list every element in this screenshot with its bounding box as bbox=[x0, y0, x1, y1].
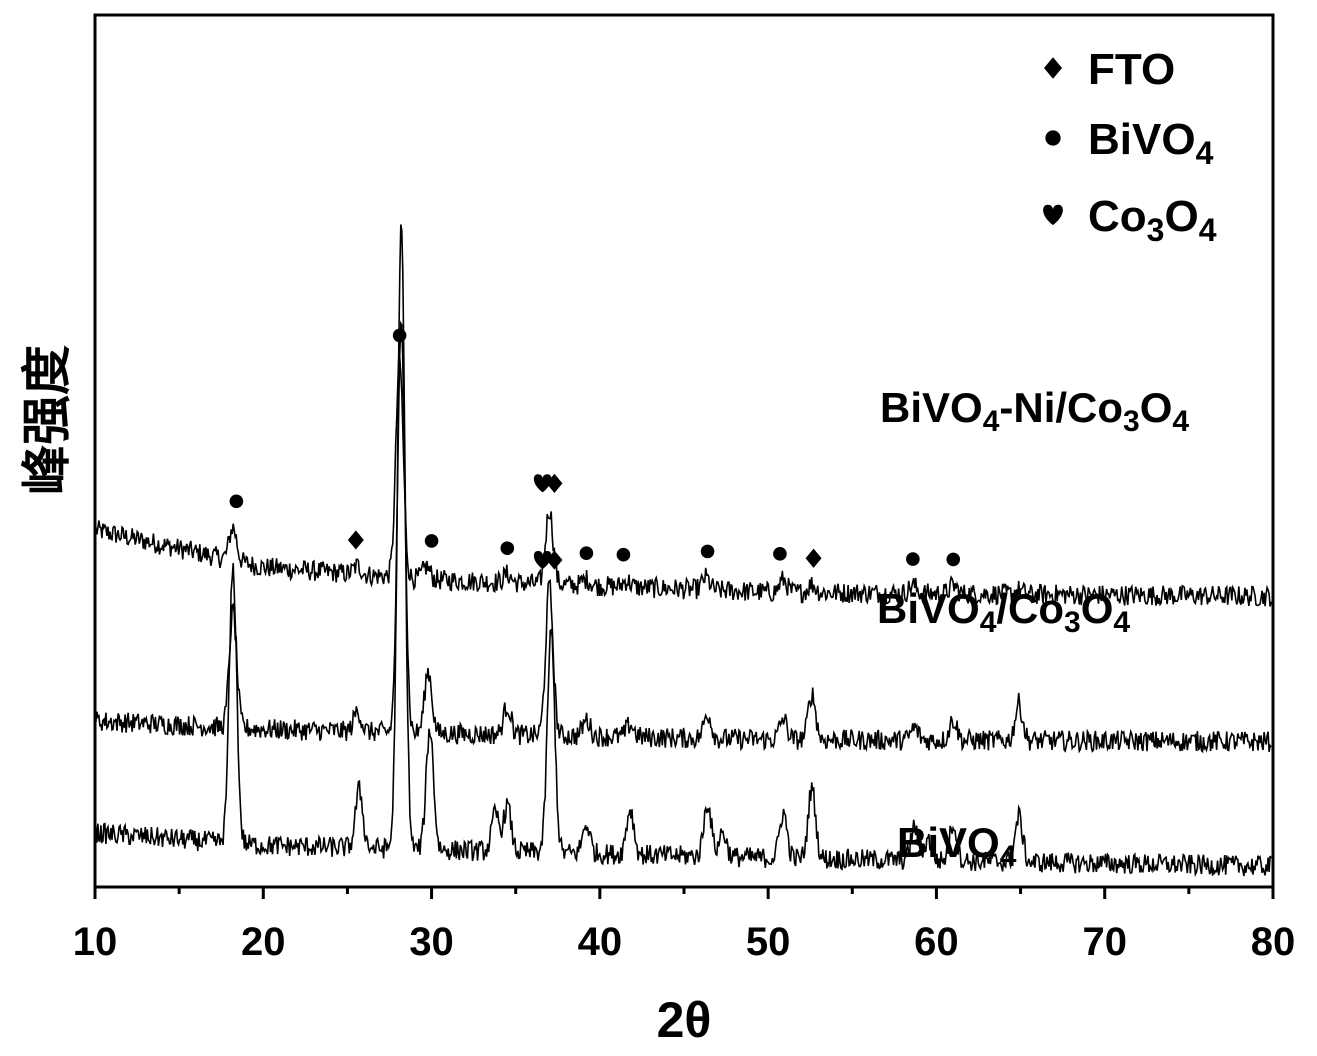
peak-marker-circle bbox=[392, 328, 407, 343]
series-line-bivo4_co3o4 bbox=[95, 320, 1272, 754]
peak-marker-circle bbox=[579, 546, 594, 561]
y-axis-title: 峰强度 bbox=[18, 345, 76, 495]
x-tick-label: 10 bbox=[73, 920, 118, 964]
legend-marker-circle bbox=[1045, 130, 1061, 146]
peak-marker-diamond bbox=[347, 530, 364, 550]
legend-label: FTO bbox=[1088, 45, 1175, 94]
x-axis-title: 2θ bbox=[657, 992, 712, 1048]
x-tick-label: 70 bbox=[1082, 920, 1127, 964]
x-tick-label: 60 bbox=[914, 920, 959, 964]
peak-marker-heart bbox=[533, 550, 552, 570]
legend-label: Co3O4 bbox=[1088, 192, 1217, 248]
peak-markers bbox=[229, 328, 961, 570]
peak-marker-circle bbox=[616, 547, 631, 562]
peak-marker-diamond bbox=[546, 550, 563, 570]
x-tick-label: 20 bbox=[241, 920, 286, 964]
legend-label: BiVO4 bbox=[1088, 115, 1214, 171]
x-tick-label: 50 bbox=[746, 920, 791, 964]
series-line-bivo4_ni_co3o4 bbox=[95, 355, 1272, 607]
series-label-bivo4: BiVO4 bbox=[897, 819, 1017, 873]
series-label-bivo4_co3o4: BiVO4/Co3O4 bbox=[877, 585, 1130, 639]
legend-marker-diamond bbox=[1044, 57, 1062, 79]
legend: FTO BiVO4 Co3O4 bbox=[1043, 45, 1217, 248]
peak-marker-circle bbox=[229, 494, 244, 509]
peak-marker-diamond bbox=[805, 548, 822, 568]
x-axis: 10 20 30 40 50 60 70 80 bbox=[73, 887, 1296, 964]
series-line-bivo4 bbox=[95, 224, 1272, 878]
peak-marker-diamond bbox=[546, 473, 563, 493]
peak-marker-circle bbox=[906, 552, 920, 566]
x-tick-label: 30 bbox=[409, 920, 454, 964]
peak-marker-circle bbox=[500, 541, 515, 556]
peak-marker-circle bbox=[424, 534, 439, 548]
peak-marker-circle bbox=[773, 547, 787, 561]
peak-marker-heart bbox=[533, 474, 552, 493]
x-tick-label: 40 bbox=[578, 920, 623, 964]
x-tick-label: 80 bbox=[1251, 920, 1296, 964]
series-group bbox=[95, 224, 1272, 878]
peak-marker-circle bbox=[946, 552, 961, 567]
series-labels: BiVO4-Ni/Co3O4 BiVO4/Co3O4 BiVO4 bbox=[877, 384, 1189, 873]
legend-marker-heart bbox=[1043, 204, 1063, 226]
peak-marker-circle bbox=[700, 544, 715, 559]
series-label-bivo4_ni_co3o4: BiVO4-Ni/Co3O4 bbox=[880, 384, 1189, 438]
